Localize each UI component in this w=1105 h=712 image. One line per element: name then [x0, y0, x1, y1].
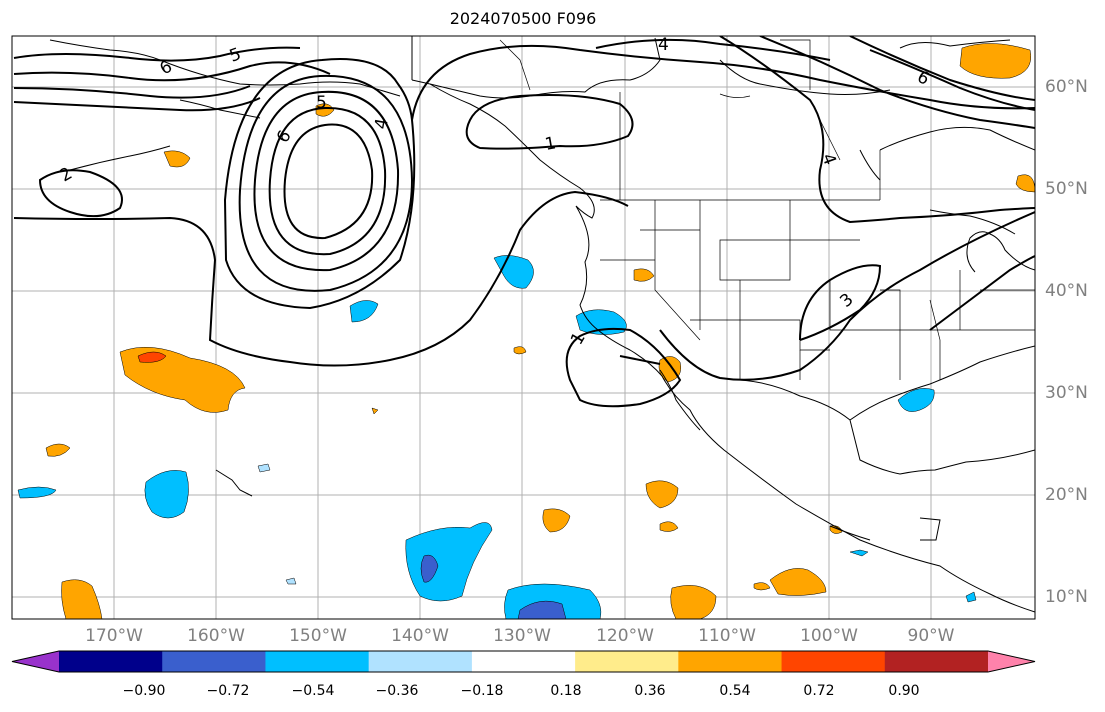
colorbar-tick-label: −0.18: [460, 683, 504, 699]
colorbar-segment: [162, 651, 266, 672]
colorbar-extend-high: [988, 651, 1035, 672]
lon-label-100w: 100°W: [800, 626, 858, 646]
colorbar-segment: [678, 651, 783, 672]
lat-label-60n: 60°N: [1045, 77, 1088, 97]
lon-label-160w: 160°W: [187, 626, 245, 646]
colorbar-outline: [11, 650, 1036, 673]
colorbar-segment: [59, 651, 163, 672]
colorbar-tick-label: −0.72: [206, 683, 250, 699]
contour-label: 4: [658, 35, 669, 55]
lat-label-50n: 50°N: [1045, 179, 1088, 199]
lon-label-110w: 110°W: [698, 626, 756, 646]
colorbar-tick-label: −0.54: [291, 683, 335, 699]
lon-label-140w: 140°W: [391, 626, 449, 646]
political-borders: [499, 39, 1035, 380]
colorbar-segment: [265, 651, 370, 672]
map-plot-area: [12, 36, 1035, 619]
lat-label-10n: 10°N: [1045, 587, 1088, 607]
colorbar: [11, 650, 1036, 673]
colorbar-tick-label: 0.54: [719, 683, 751, 699]
lon-label-120w: 120°W: [596, 626, 654, 646]
colorbar-segment: [471, 651, 576, 672]
colorbar-tick-label: 0.72: [803, 683, 835, 699]
map-title: 2024070500 F096: [449, 9, 597, 28]
lon-label-150w: 150°W: [289, 626, 347, 646]
lon-label-170w: 170°W: [85, 626, 143, 646]
contour-label: 4: [371, 117, 393, 131]
lat-label-30n: 30°N: [1045, 383, 1088, 403]
contour-label: 1: [543, 133, 557, 155]
colorbar-tick-label: 0.36: [634, 683, 666, 699]
colorbar-tick-label: −0.36: [375, 683, 419, 699]
graticule: [12, 36, 1035, 619]
colorbar-segment: [575, 651, 679, 672]
colorbar-extend-low: [12, 651, 59, 672]
colorbar-tick-label: 0.18: [550, 683, 582, 699]
lon-label-90w: 90°W: [907, 626, 955, 646]
lon-label-130w: 130°W: [493, 626, 551, 646]
colorbar-segment: [781, 651, 886, 672]
coastlines: [49, 36, 1035, 613]
colorbar-segment: [884, 651, 989, 672]
colorbar-tick-label: −0.90: [122, 683, 166, 699]
contour-label: 5: [316, 93, 327, 113]
colorbar-tick-label: 0.90: [888, 683, 920, 699]
lat-label-40n: 40°N: [1045, 281, 1088, 301]
height-contours: [13, 36, 1035, 408]
colorbar-segment: [368, 651, 473, 672]
lat-label-20n: 20°N: [1045, 485, 1088, 505]
map-frame: [11, 35, 1036, 620]
